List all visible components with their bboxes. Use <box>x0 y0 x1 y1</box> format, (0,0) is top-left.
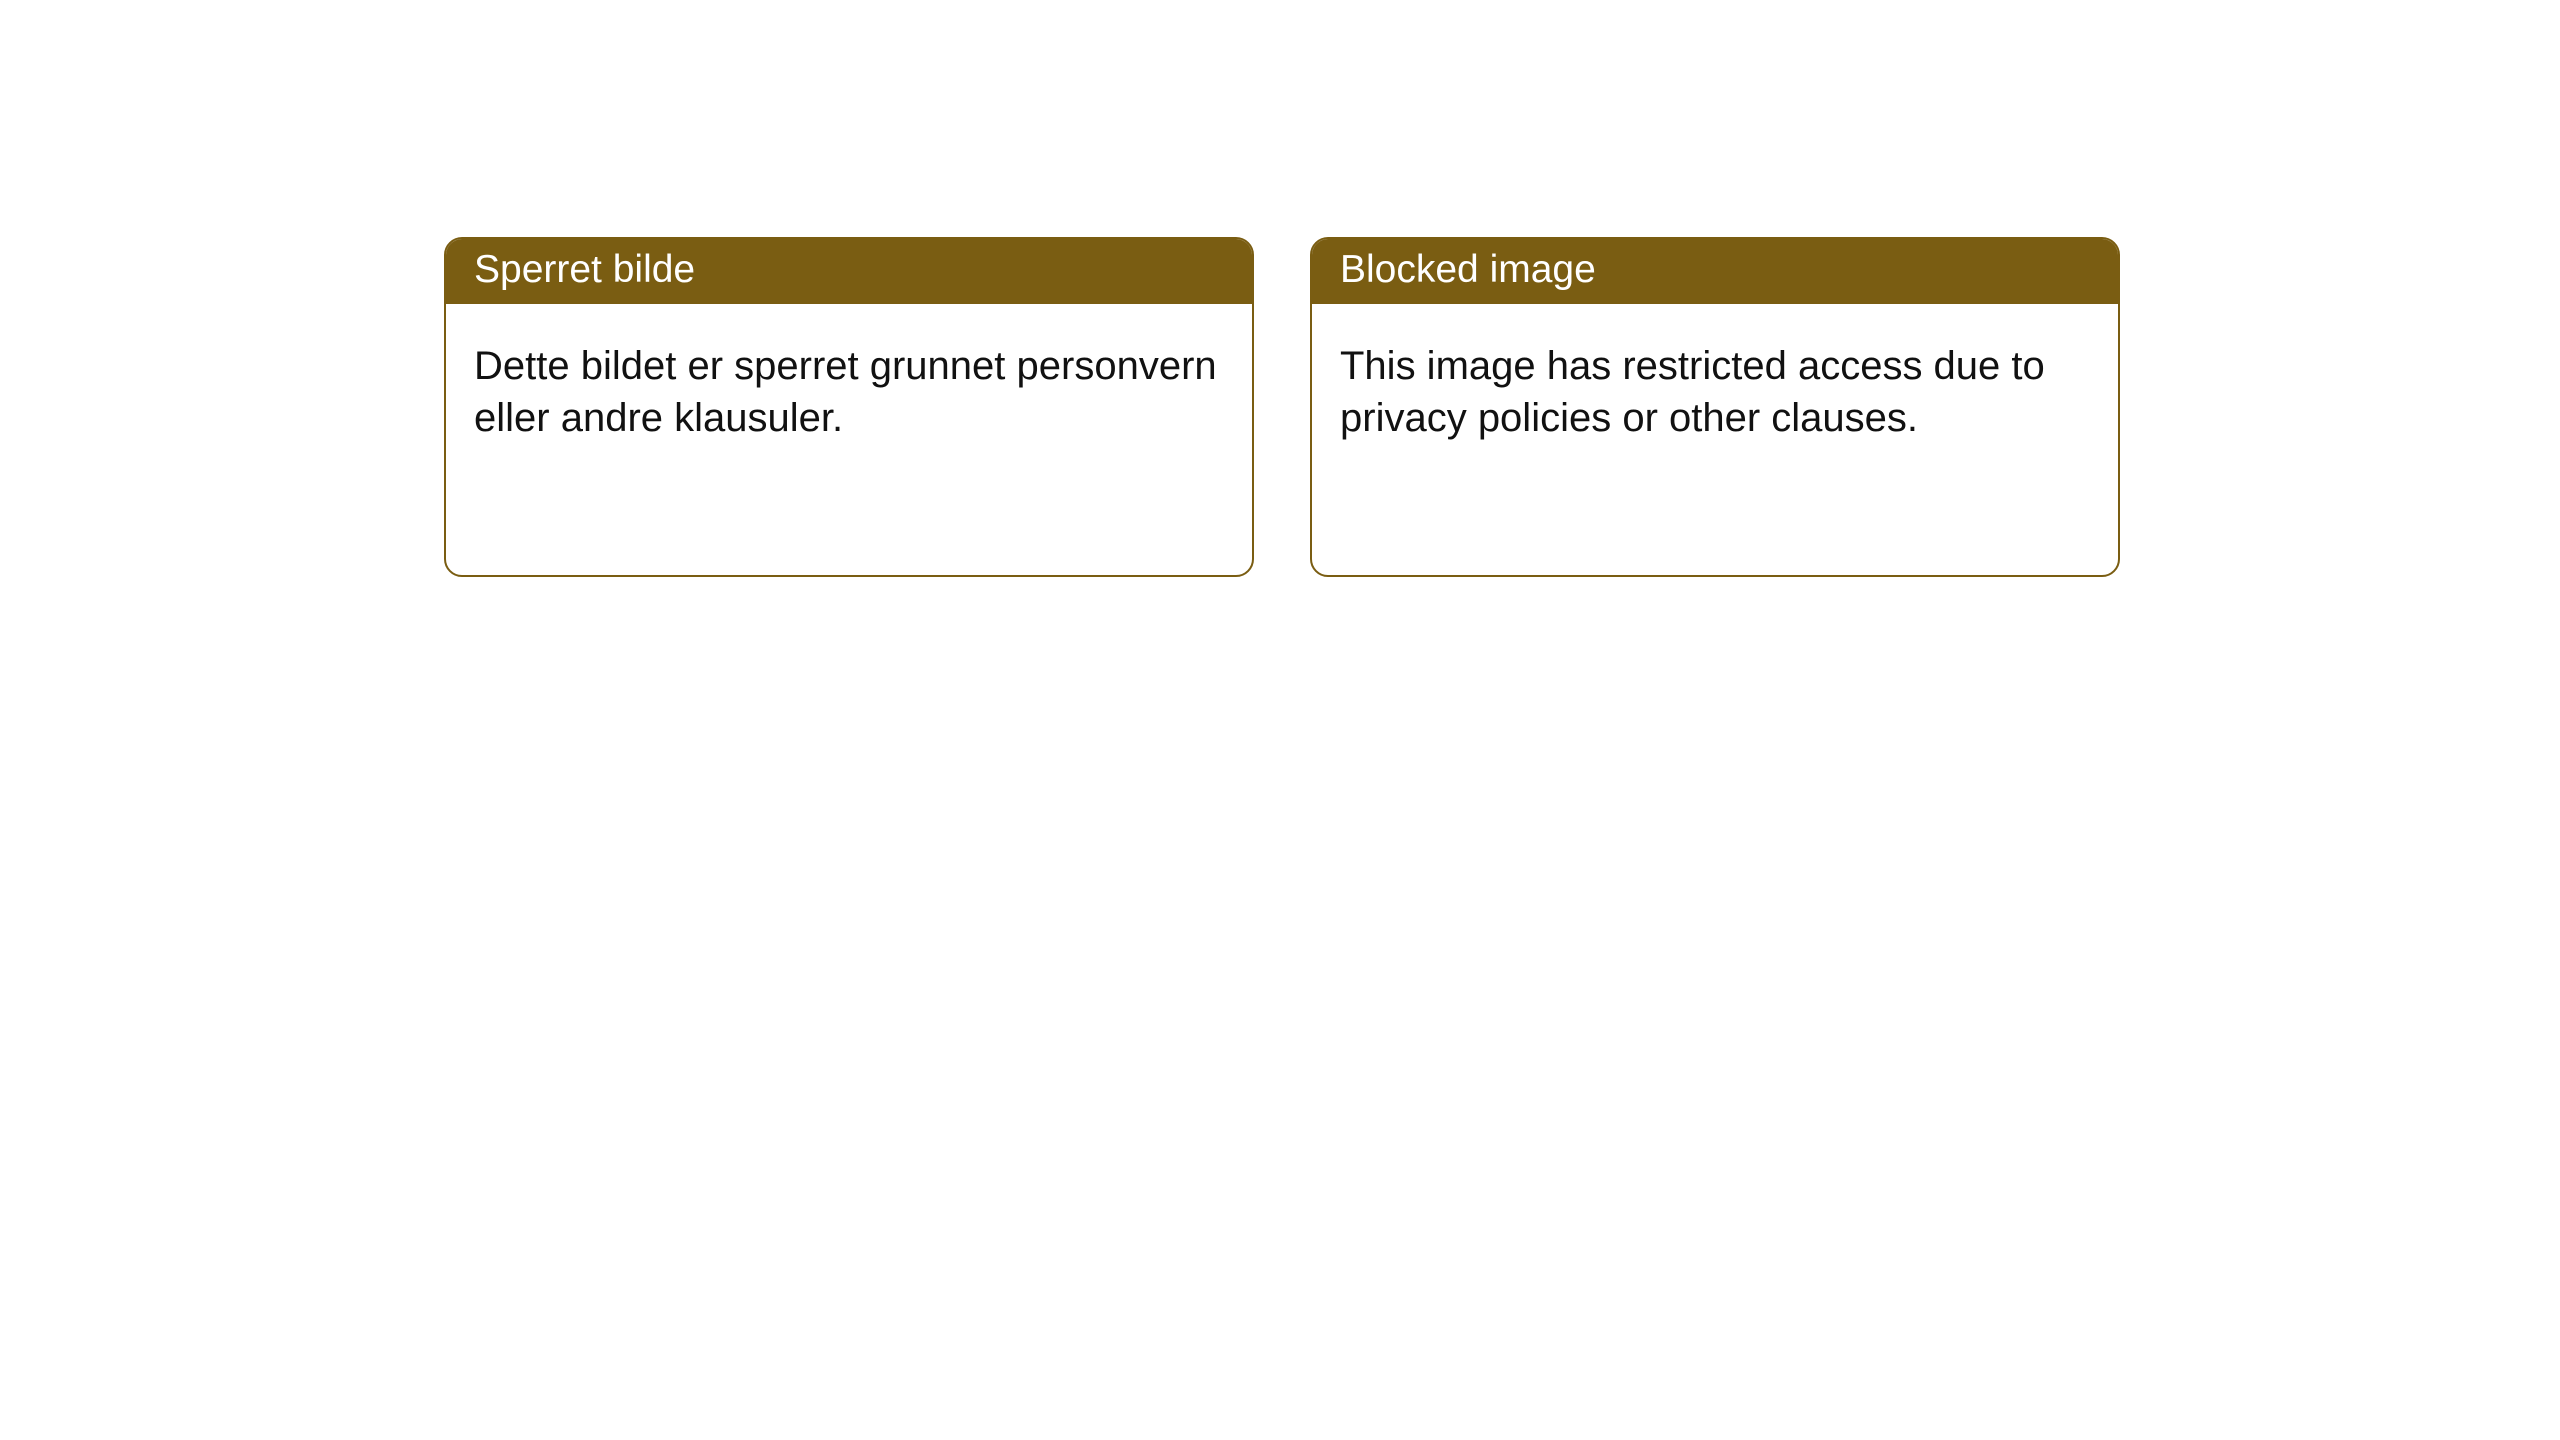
notice-card-body: Dette bildet er sperret grunnet personve… <box>446 304 1252 472</box>
notice-card-title: Blocked image <box>1312 239 2118 304</box>
notice-cards-container: Sperret bilde Dette bildet er sperret gr… <box>0 0 2560 577</box>
notice-card-norwegian: Sperret bilde Dette bildet er sperret gr… <box>444 237 1254 577</box>
notice-card-title: Sperret bilde <box>446 239 1252 304</box>
notice-card-body: This image has restricted access due to … <box>1312 304 2118 472</box>
notice-card-english: Blocked image This image has restricted … <box>1310 237 2120 577</box>
